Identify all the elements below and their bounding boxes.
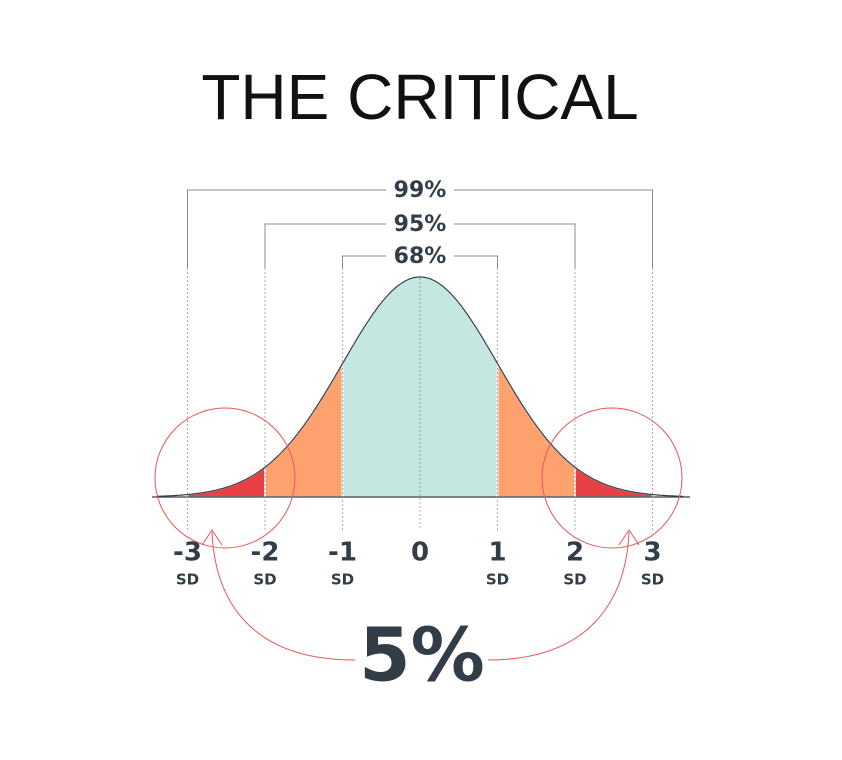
axis-number: 0 [411, 538, 429, 568]
right-tail-circle [541, 407, 683, 549]
axis-unit: SD [641, 571, 664, 589]
left-arrowhead [201, 529, 223, 546]
axis-number: 1 [488, 538, 506, 568]
bracket-label-bg [386, 177, 454, 203]
right-arrow [487, 531, 630, 661]
left-arrow [211, 531, 356, 661]
axis-unit: SD [563, 571, 586, 589]
bracket-label: 68% [394, 244, 447, 269]
regions [152, 276, 690, 498]
axis-unit: SD [486, 571, 509, 589]
bracket-label: 99% [394, 178, 447, 203]
bracket-label: 95% [394, 212, 447, 237]
axis-number: 3 [643, 538, 661, 568]
axis-unit: SD [176, 571, 199, 589]
left-tail-circle [154, 407, 296, 549]
axis-number: -2 [251, 538, 280, 568]
axis-number: 2 [566, 538, 584, 568]
callout: 5% [359, 613, 485, 699]
curve [156, 276, 684, 497]
right-arrowhead [618, 529, 640, 546]
axis-number: -1 [328, 538, 357, 568]
bracket-label-bg [386, 243, 454, 269]
bracket-label-bg [386, 211, 454, 237]
title: THE CRITICAL [201, 61, 638, 133]
axis-unit: SD [331, 571, 354, 589]
axis-unit: SD [253, 571, 276, 589]
